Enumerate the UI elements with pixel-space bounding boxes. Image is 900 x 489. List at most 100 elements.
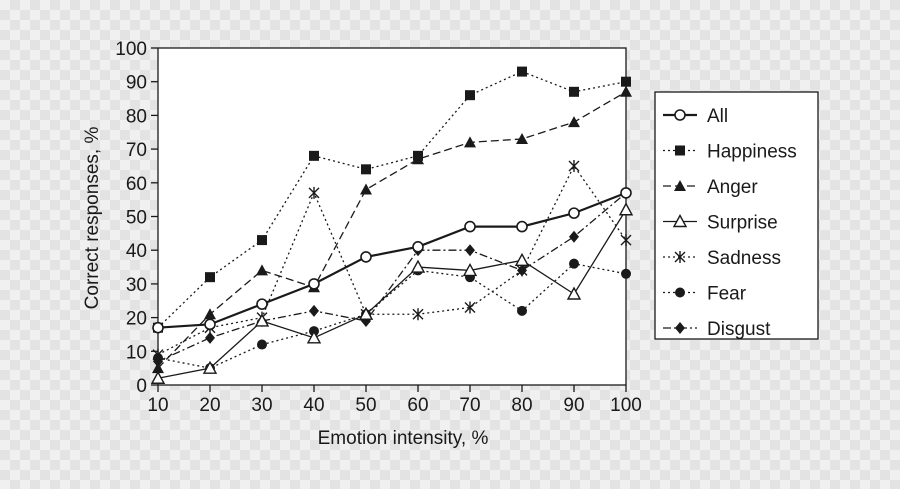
point-anger-90 xyxy=(568,116,580,128)
series-line-happiness xyxy=(157,70,627,329)
point-happiness-20 xyxy=(205,272,215,283)
series-line-sadness xyxy=(157,164,627,356)
y-tick-label: 100 xyxy=(115,39,147,60)
point-surprise-40 xyxy=(306,330,322,344)
legend-box xyxy=(654,91,819,340)
series-line-disgust xyxy=(157,192,627,363)
point-surprise-70 xyxy=(462,262,478,277)
point-all-90 xyxy=(568,207,580,219)
point-fear-30 xyxy=(257,339,267,350)
point-anger-70 xyxy=(464,136,476,148)
y-axis-label: Correct responses, % xyxy=(82,127,103,310)
series-anger xyxy=(152,85,632,374)
y-tick-label: 10 xyxy=(126,342,147,363)
point-happiness-90 xyxy=(569,86,579,97)
point-surprise-30 xyxy=(254,313,270,327)
legend-marker-disgust xyxy=(675,322,685,334)
legend-label-fear: Fear xyxy=(707,284,747,305)
legend-label-anger: Anger xyxy=(707,177,758,198)
y-tick-label: 80 xyxy=(126,106,147,127)
legend-marker-anger xyxy=(674,180,686,191)
point-fear-100 xyxy=(621,268,631,279)
y-tick-label: 90 xyxy=(126,73,147,94)
point-all-70 xyxy=(464,220,476,233)
point-happiness-70 xyxy=(465,90,475,101)
series-line-anger xyxy=(157,91,627,369)
point-anger-100 xyxy=(620,85,632,97)
legend-label-all: All xyxy=(707,106,728,127)
point-happiness-60 xyxy=(413,150,423,161)
x-tick-label: 70 xyxy=(459,395,480,416)
y-tick-label: 60 xyxy=(126,174,147,195)
point-disgust-70 xyxy=(465,244,475,257)
legend-marker-surprise xyxy=(672,214,688,228)
x-tick-label: 100 xyxy=(610,395,642,416)
point-fear-90 xyxy=(569,258,579,269)
series-line-all xyxy=(157,191,627,329)
legend-label-surprise: Surprise xyxy=(707,213,778,234)
legend-label-disgust: Disgust xyxy=(707,319,771,340)
point-sadness-60 xyxy=(412,308,424,321)
series-line-surprise xyxy=(157,209,627,379)
x-tick-label: 80 xyxy=(511,395,532,416)
point-surprise-100 xyxy=(618,202,634,216)
y-tick-label: 20 xyxy=(126,309,147,330)
point-happiness-100 xyxy=(621,76,631,87)
point-disgust-40 xyxy=(309,304,319,317)
point-all-30 xyxy=(256,298,268,310)
point-sadness-40 xyxy=(308,186,320,199)
series-line-fear xyxy=(157,262,627,369)
point-anger-50 xyxy=(360,183,372,195)
x-tick-label: 30 xyxy=(251,395,272,416)
point-sadness-90 xyxy=(568,159,580,172)
point-all-60 xyxy=(412,241,424,253)
legend-label-happiness: Happiness xyxy=(707,142,797,163)
series-group xyxy=(150,66,634,384)
point-all-10 xyxy=(152,321,164,334)
y-tick-label: 50 xyxy=(126,208,147,229)
point-surprise-50 xyxy=(358,306,374,320)
legend-marker-fear xyxy=(675,287,685,298)
x-tick-label: 40 xyxy=(303,395,324,416)
legend-marker-sadness xyxy=(674,251,686,263)
x-tick-label: 90 xyxy=(563,395,584,416)
legend-marker-all xyxy=(674,109,686,121)
x-axis-label: Emotion intensity, % xyxy=(318,428,489,449)
point-surprise-90 xyxy=(566,286,582,300)
point-fear-80 xyxy=(517,305,527,316)
x-tick-label: 20 xyxy=(199,395,220,416)
x-tick-label: 60 xyxy=(407,395,428,416)
point-sadness-100 xyxy=(620,234,632,247)
point-surprise-60 xyxy=(410,259,426,273)
point-anger-10 xyxy=(152,362,164,374)
series-all xyxy=(152,187,632,334)
y-tick-label: 70 xyxy=(126,140,147,161)
point-happiness-50 xyxy=(361,164,371,175)
point-all-80 xyxy=(516,220,528,233)
point-disgust-20 xyxy=(205,331,215,344)
point-sadness-70 xyxy=(464,301,476,314)
x-tick-label: 10 xyxy=(147,395,168,416)
y-tick-label: 30 xyxy=(126,275,147,296)
legend: All Happiness Anger Surprise Sadness Fear Disg… xyxy=(654,91,819,340)
point-surprise-80 xyxy=(514,252,530,267)
point-all-20 xyxy=(204,318,216,331)
point-sadness-80 xyxy=(516,264,528,277)
series-surprise xyxy=(150,202,634,384)
point-anger-20 xyxy=(204,308,216,320)
y-tick-label: 40 xyxy=(126,241,147,262)
point-anger-80 xyxy=(516,132,528,144)
point-happiness-30 xyxy=(257,235,267,246)
point-all-100 xyxy=(620,187,632,199)
point-all-50 xyxy=(360,251,372,263)
plot-area xyxy=(157,47,627,386)
x-tick-label: 50 xyxy=(355,395,376,416)
point-surprise-20 xyxy=(202,360,218,374)
point-happiness-80 xyxy=(517,66,527,77)
point-happiness-40 xyxy=(309,150,319,161)
legend-label-sadness: Sadness xyxy=(707,248,781,269)
y-tick-label: 0 xyxy=(136,376,147,397)
point-sadness-10 xyxy=(152,348,164,361)
